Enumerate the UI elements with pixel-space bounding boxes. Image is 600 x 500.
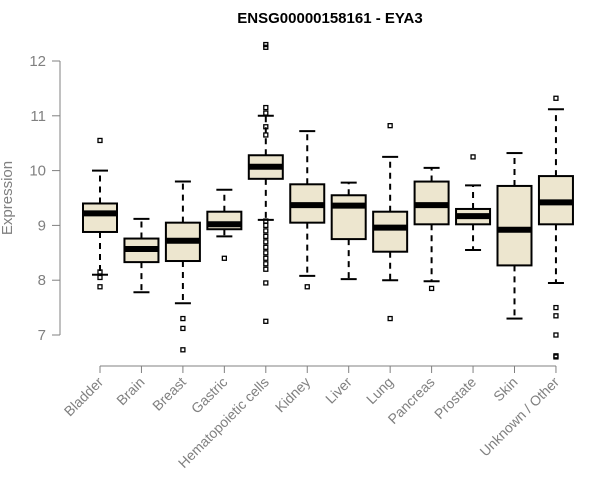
box-lung bbox=[372, 123, 409, 322]
y-tick-label: 11 bbox=[30, 108, 46, 125]
outlier-point bbox=[263, 132, 269, 138]
outlier-point bbox=[428, 285, 435, 292]
box-prostate bbox=[455, 154, 492, 252]
outlier-point bbox=[263, 41, 269, 48]
outlier-point bbox=[263, 44, 269, 50]
outlier-point bbox=[263, 266, 269, 272]
outlier-point bbox=[263, 228, 269, 234]
outlier-point bbox=[263, 318, 269, 324]
box-pancreas bbox=[413, 166, 450, 292]
outlier-point bbox=[387, 123, 393, 129]
outlier-point bbox=[263, 218, 269, 224]
x-tick-label: Liver bbox=[322, 374, 355, 407]
outlier-point bbox=[263, 124, 269, 130]
box-bladder bbox=[82, 137, 118, 290]
outlier-point bbox=[180, 347, 186, 353]
x-tick-label: Lung bbox=[363, 374, 396, 407]
boxes bbox=[82, 41, 574, 360]
outlier-point bbox=[553, 313, 559, 319]
iqr-box bbox=[82, 202, 118, 233]
y-tick-label: 12 bbox=[29, 53, 46, 70]
x-tick-label: Skin bbox=[490, 374, 521, 405]
outlier-point bbox=[263, 255, 269, 261]
outlier-point bbox=[263, 233, 269, 240]
box-gastric bbox=[206, 188, 243, 261]
outlier-point bbox=[263, 239, 269, 245]
outlier-point bbox=[553, 95, 559, 101]
outlier-point bbox=[97, 269, 103, 275]
outlier-point bbox=[553, 332, 559, 338]
outlier-point bbox=[263, 110, 269, 116]
iqr-box bbox=[372, 210, 409, 253]
box-unknown-other bbox=[537, 95, 574, 360]
outlier-point bbox=[180, 325, 186, 332]
outlier-point bbox=[221, 255, 228, 261]
outlier-point bbox=[97, 284, 103, 290]
box-skin bbox=[496, 152, 533, 320]
box-kidney bbox=[289, 130, 326, 290]
outlier-point bbox=[263, 261, 269, 267]
y-axis-label: Expression bbox=[0, 161, 16, 235]
x-tick-label: Brain bbox=[113, 374, 147, 408]
outlier-point bbox=[263, 250, 269, 256]
outlier-point bbox=[97, 137, 103, 144]
x-tick-label: Prostate bbox=[431, 374, 479, 422]
box-breast bbox=[164, 180, 201, 353]
iqr-box bbox=[330, 194, 367, 241]
y-tick-label: 8 bbox=[38, 272, 46, 289]
outlier-point bbox=[387, 315, 393, 322]
outlier-point bbox=[553, 354, 559, 360]
outlier-point bbox=[263, 104, 269, 111]
outlier-point bbox=[263, 280, 269, 286]
x-tick-label: Breast bbox=[149, 374, 189, 414]
outlier-point bbox=[553, 304, 559, 311]
y-tick-label: 9 bbox=[38, 217, 46, 234]
outlier-point bbox=[263, 222, 269, 229]
outlier-point bbox=[304, 284, 310, 290]
x-tick-label: Kidney bbox=[272, 374, 314, 416]
iqr-box bbox=[496, 184, 533, 267]
box-brain bbox=[123, 217, 160, 294]
x-tick-label: Unknown / Other bbox=[476, 374, 562, 460]
x-tick-label: Bladder bbox=[61, 374, 107, 420]
outlier-point bbox=[97, 274, 103, 281]
y-tick-label: 7 bbox=[38, 327, 46, 344]
y-tick-label: 10 bbox=[29, 163, 46, 180]
outlier-point bbox=[470, 154, 476, 160]
chart-title: ENSG00000158161 - EYA3 bbox=[237, 10, 422, 27]
box-hematopoietic-cells bbox=[247, 41, 284, 324]
outlier-point bbox=[180, 315, 186, 322]
outlier-point bbox=[263, 244, 269, 250]
box-liver bbox=[330, 181, 367, 281]
